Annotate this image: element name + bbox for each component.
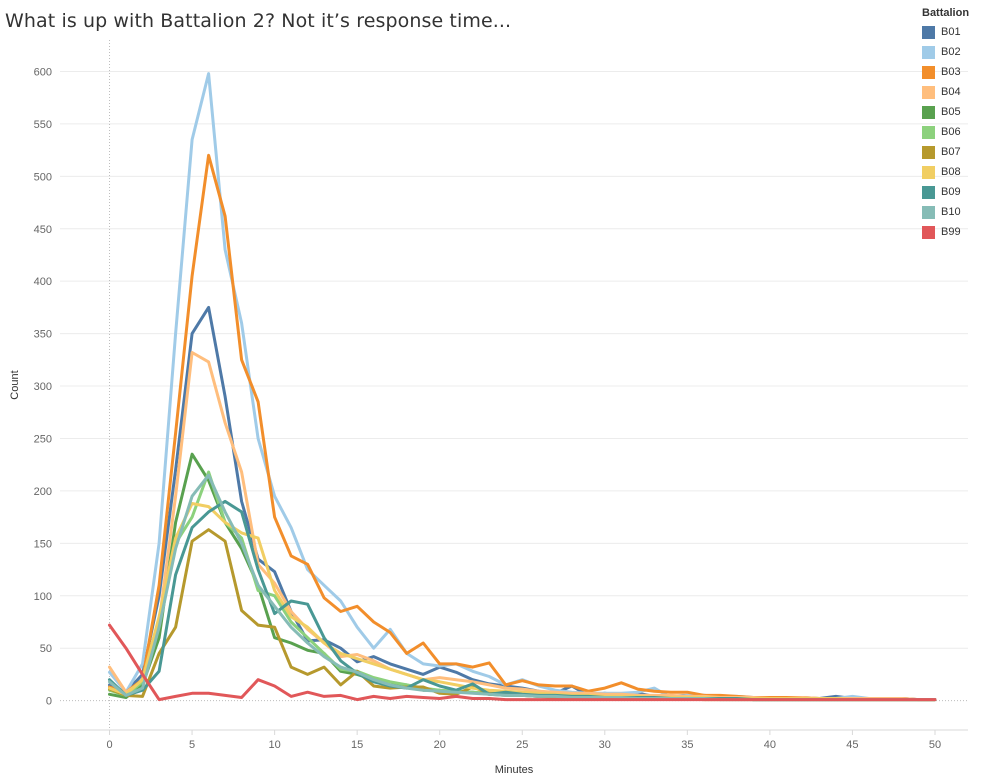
y-tick-label: 100	[34, 591, 52, 603]
x-tick-label: 25	[516, 739, 528, 751]
legend-label: B02	[941, 46, 961, 58]
x-axis-label: Minutes	[495, 764, 534, 776]
legend-swatch	[922, 85, 935, 99]
series-line-b10	[108, 473, 937, 702]
legend-swatch	[922, 105, 935, 119]
y-tick-label: 500	[34, 171, 52, 183]
legend-item-b10[interactable]: B10	[922, 202, 982, 222]
legend-label: B07	[941, 146, 961, 158]
legend-swatch	[922, 205, 935, 219]
legend-label: B03	[941, 66, 961, 78]
x-tick-label: 5	[189, 739, 195, 751]
x-tick-label: 0	[106, 739, 112, 751]
series-line-b01	[108, 305, 937, 702]
legend-label: B09	[941, 186, 961, 198]
legend: Battalion B01 B02 B03 B04 B05 B06 B07 B08 B09 B10…	[922, 7, 982, 242]
legend-swatch	[922, 145, 935, 159]
legend-item-b08[interactable]: B08	[922, 162, 982, 182]
legend-item-b03[interactable]: B03	[922, 62, 982, 82]
legend-swatch	[922, 225, 935, 239]
series-line-b99	[108, 623, 937, 702]
series-line-b03	[108, 153, 937, 702]
x-tick-label: 40	[764, 739, 776, 751]
legend-item-b01[interactable]: B01	[922, 22, 982, 42]
x-tick-label: 20	[434, 739, 446, 751]
legend-label: B08	[941, 166, 961, 178]
legend-item-b99[interactable]: B99	[922, 222, 982, 242]
legend-item-b04[interactable]: B04	[922, 82, 982, 102]
y-tick-label: 150	[34, 538, 52, 550]
y-tick-label: 200	[34, 486, 52, 498]
x-tick-label: 15	[351, 739, 363, 751]
legend-item-b05[interactable]: B05	[922, 102, 982, 122]
x-tick-label: 30	[599, 739, 611, 751]
legend-item-b09[interactable]: B09	[922, 182, 982, 202]
legend-item-b06[interactable]: B06	[922, 122, 982, 142]
legend-item-b07[interactable]: B07	[922, 142, 982, 162]
y-tick-label: 550	[34, 119, 52, 131]
legend-label: B99	[941, 226, 961, 238]
x-tick-label: 45	[846, 739, 858, 751]
y-tick-label: 450	[34, 224, 52, 236]
legend-label: B06	[941, 126, 961, 138]
legend-label: B05	[941, 106, 961, 118]
legend-swatch	[922, 65, 935, 79]
legend-swatch	[922, 25, 935, 39]
x-tick-label: 50	[929, 739, 941, 751]
legend-swatch	[922, 185, 935, 199]
y-tick-label: 400	[34, 276, 52, 288]
y-tick-label: 350	[34, 329, 52, 341]
y-tick-label: 50	[40, 643, 52, 655]
x-tick-label: 35	[681, 739, 693, 751]
y-tick-label: 300	[34, 381, 52, 393]
legend-swatch	[922, 165, 935, 179]
series-line-b07	[108, 528, 937, 702]
series-line-b02	[108, 72, 937, 702]
legend-swatch	[922, 125, 935, 139]
legend-items: B01 B02 B03 B04 B05 B06 B07 B08 B09 B10 B99	[922, 22, 982, 242]
y-tick-label: 250	[34, 433, 52, 445]
y-tick-label: 600	[34, 66, 52, 78]
legend-label: B01	[941, 26, 961, 38]
x-tick-label: 10	[268, 739, 280, 751]
chart-title: What is up with Battalion 2? Not it’s re…	[5, 10, 512, 32]
legend-swatch	[922, 45, 935, 59]
y-axis-label: Count	[9, 370, 21, 399]
y-tick-label: 0	[46, 696, 52, 708]
legend-title: Battalion	[922, 7, 970, 19]
legend-item-b02[interactable]: B02	[922, 42, 982, 62]
legend-label: B04	[941, 86, 961, 98]
legend-label: B10	[941, 206, 961, 218]
